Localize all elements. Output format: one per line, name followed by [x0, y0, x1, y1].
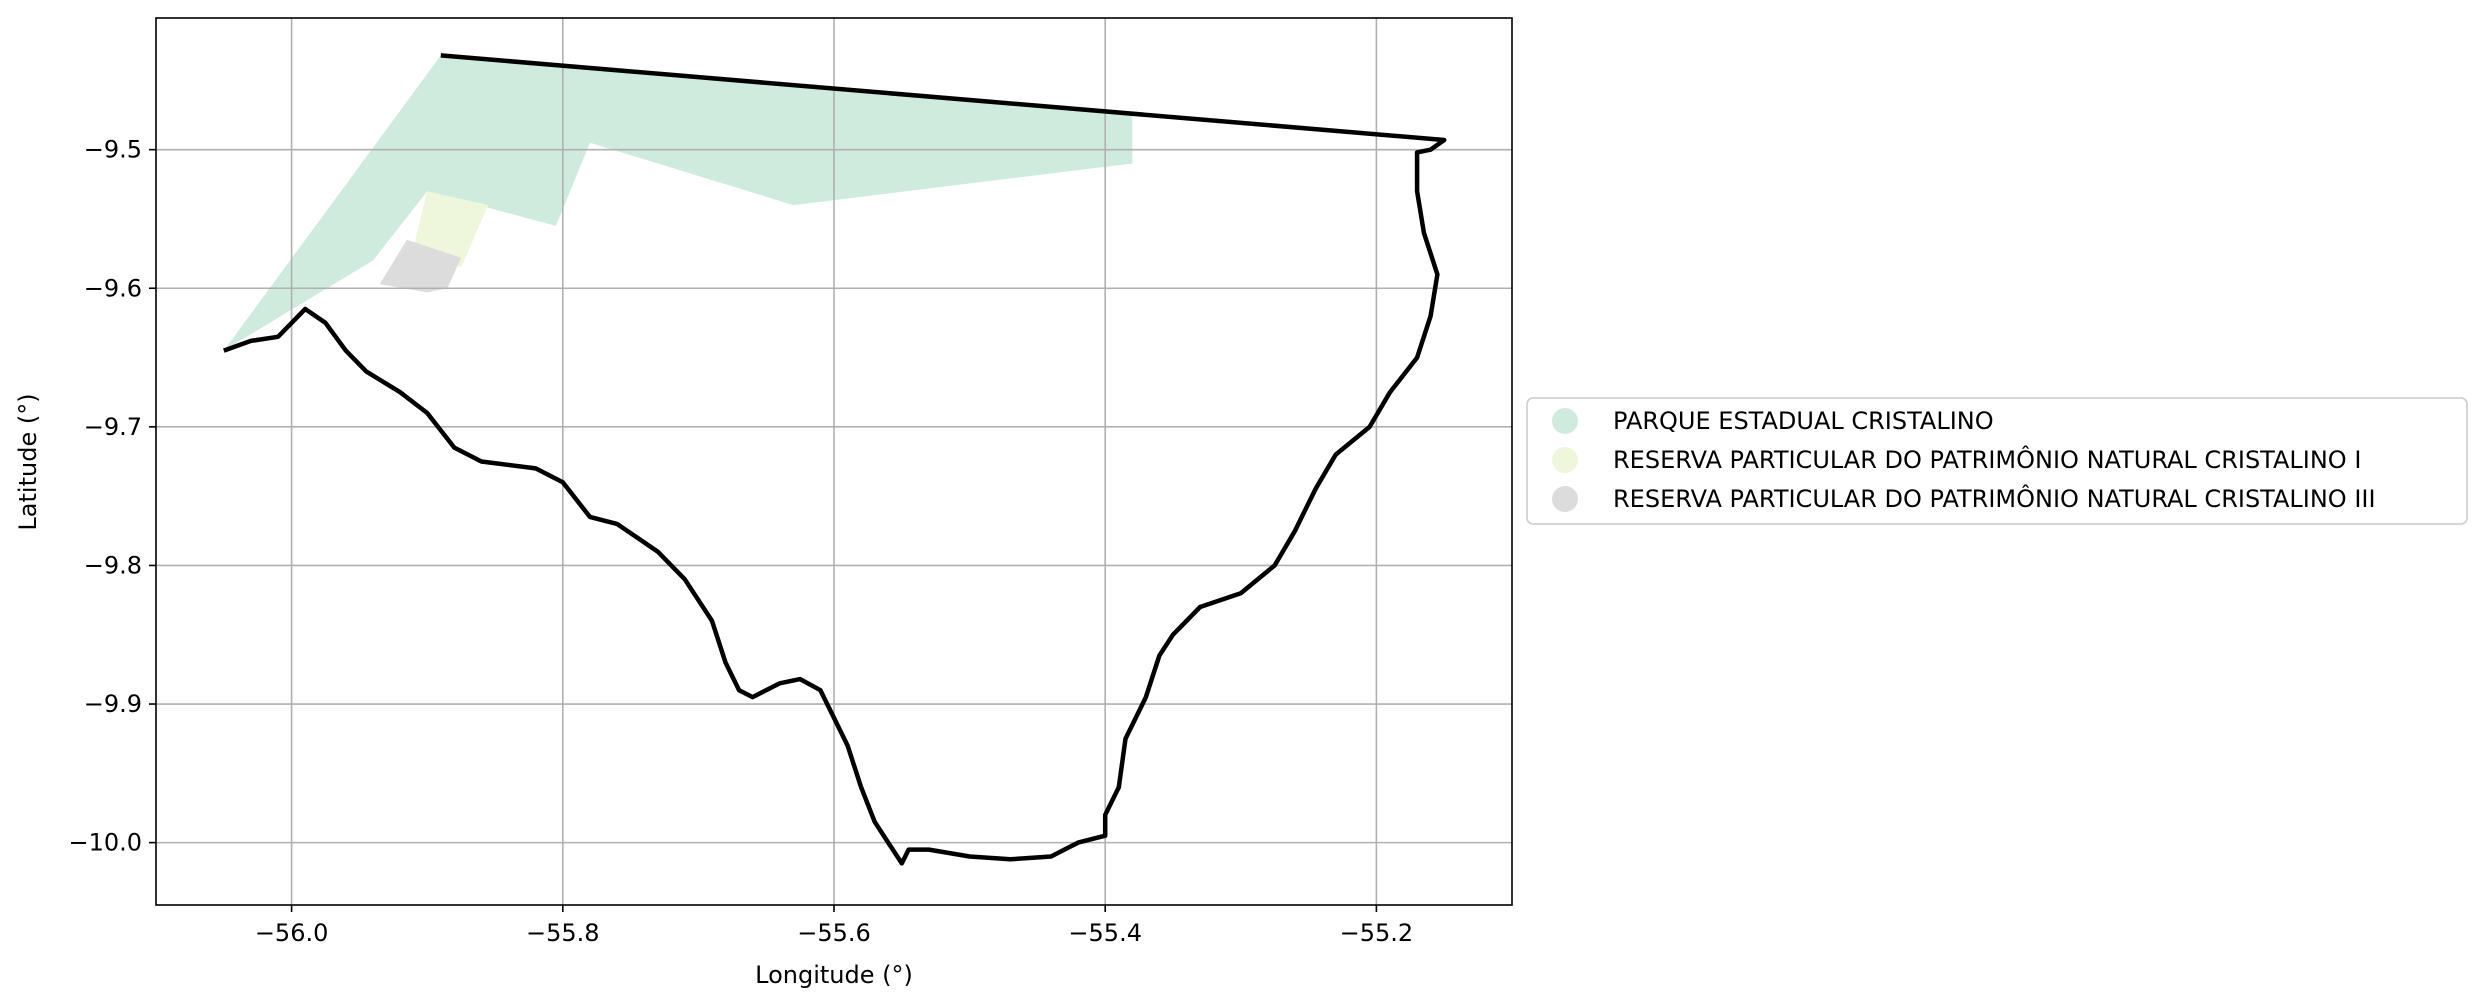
- y-tick-label: −9.6: [84, 274, 142, 302]
- plot-area: [155, 17, 1513, 906]
- x-tick-label: −55.6: [797, 919, 871, 947]
- legend-label-3: RESERVA PARTICULAR DO PATRIMÔNIO NATURAL…: [1613, 483, 2376, 513]
- y-axis-ticks: −9.5 −9.6 −9.7 −9.8 −9.9 −10.0: [68, 136, 156, 857]
- x-tick-label: −55.4: [1068, 919, 1142, 947]
- y-tick-label: −9.7: [84, 413, 142, 441]
- gridlines: [156, 18, 1512, 905]
- legend-marker-3: [1552, 486, 1578, 512]
- legend-marker-1: [1552, 408, 1578, 434]
- y-tick-label: −9.9: [84, 690, 142, 718]
- x-tick-label: −55.8: [526, 919, 600, 947]
- legend-items: PARQUE ESTADUAL CRISTALINO RESERVA PARTIC…: [1552, 407, 2376, 513]
- protected-area-layer-3: [379, 239, 462, 293]
- protected-area-layer-1: [223, 55, 1133, 351]
- y-tick-label: −10.0: [68, 829, 142, 857]
- legend-label-2: RESERVA PARTICULAR DO PATRIMÔNIO NATURAL…: [1613, 444, 2361, 474]
- x-axis-ticks: −56.0 −55.8 −55.6 −55.4 −55.2: [255, 905, 1413, 947]
- study-area-boundary: [223, 53, 1447, 866]
- x-tick-label: −56.0: [255, 919, 329, 947]
- legend-marker-2: [1552, 447, 1578, 473]
- legend: PARQUE ESTADUAL CRISTALINO RESERVA PARTIC…: [1526, 397, 2468, 525]
- y-axis-label: Latitude (°): [14, 393, 42, 530]
- y-tick-label: −9.8: [84, 551, 142, 579]
- legend-label-1: PARQUE ESTADUAL CRISTALINO: [1613, 407, 1994, 435]
- legend-frame: [1526, 397, 2468, 525]
- protected-area-layers: [223, 55, 1133, 351]
- y-tick-label: −9.5: [84, 136, 142, 164]
- x-tick-label: −55.2: [1340, 919, 1414, 947]
- x-axis-label: Longitude (°): [755, 961, 913, 989]
